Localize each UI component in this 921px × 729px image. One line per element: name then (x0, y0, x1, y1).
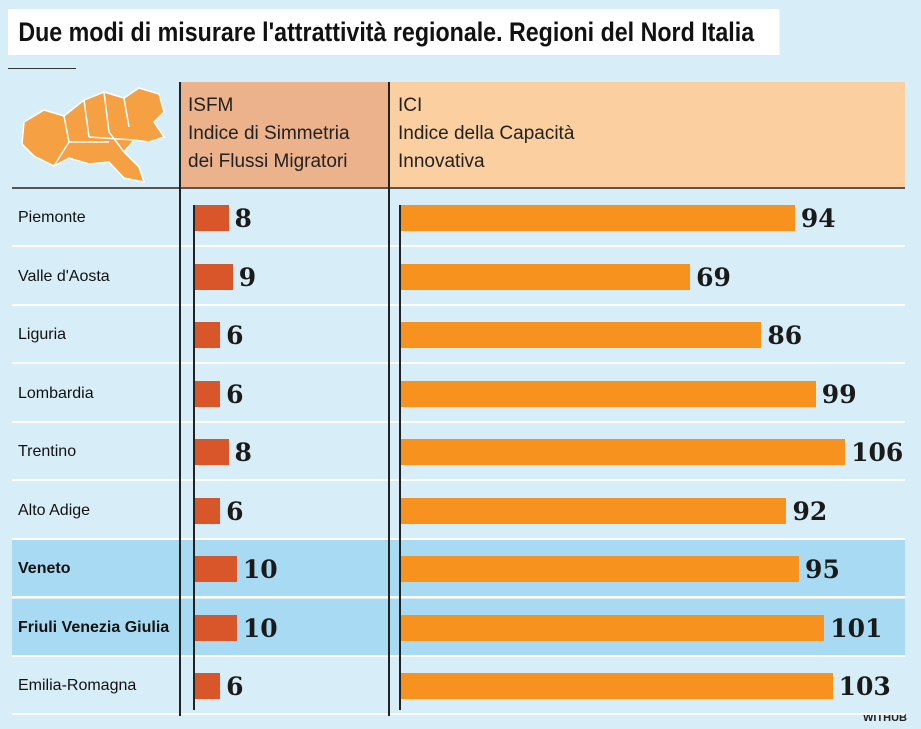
header-rule (12, 187, 905, 189)
ici-header: ICI Indice della Capacità Innovativa (390, 82, 905, 188)
bar (401, 322, 762, 348)
chart-title: Due modi di misurare l'attrattività regi… (8, 9, 780, 55)
bar (401, 380, 816, 407)
value-label: 8 (234, 438, 252, 467)
value-label: 10 (242, 555, 278, 584)
bar (401, 673, 833, 699)
rule (8, 68, 76, 69)
value-label: 6 (226, 496, 244, 526)
category-label: Emilia-Romagna (18, 677, 137, 694)
value-label: 6 (226, 379, 244, 409)
value-label: 106 (851, 438, 904, 467)
category-label: Veneto (18, 560, 71, 577)
column-divider (179, 82, 181, 716)
category-label: Lombardia (18, 384, 94, 402)
category-label: Liguria (18, 326, 67, 343)
bar (195, 614, 237, 641)
bar (195, 497, 221, 524)
bar (401, 263, 691, 290)
bar (195, 673, 221, 699)
bar (401, 497, 787, 524)
value-label: 99 (821, 379, 857, 409)
bar (195, 322, 221, 348)
category-label: Trentino (18, 443, 77, 460)
series-description: Indice di Simmetria dei Flussi Migratori (188, 123, 350, 172)
bar (195, 205, 229, 231)
map (21, 87, 166, 183)
value-label: 94 (800, 204, 836, 233)
value-label: 9 (238, 262, 257, 292)
bar (401, 439, 846, 465)
category-label: Piemonte (18, 209, 86, 226)
category-label: Alto Adige (18, 501, 91, 519)
row (12, 189, 905, 247)
bar (195, 439, 229, 465)
value-label: 92 (792, 496, 828, 526)
category-label: Valle d'Aosta (18, 267, 110, 285)
axis-line (193, 205, 195, 710)
row (12, 423, 905, 481)
column-divider (388, 82, 390, 716)
source: WITHUB (863, 712, 907, 724)
bar (195, 380, 221, 407)
value-label: 6 (226, 321, 244, 350)
bar (401, 614, 825, 641)
value-label: 103 (838, 672, 891, 701)
series-description: Indice della Capacità Innovativa (398, 123, 575, 172)
series-name: ISFM (188, 95, 234, 116)
row (12, 248, 905, 306)
row (12, 482, 905, 540)
value-label: 69 (696, 262, 731, 292)
bar (195, 556, 237, 582)
series-name: ICI (398, 95, 423, 116)
row (12, 306, 905, 364)
row (12, 365, 905, 423)
value-label: 8 (234, 204, 252, 233)
value-label: 10 (242, 613, 278, 643)
value-label: 6 (226, 672, 244, 701)
bar (401, 205, 795, 231)
isfm-header: ISFM Indice di Simmetria dei Flussi Migr… (180, 82, 388, 188)
row (12, 657, 905, 715)
bar (401, 556, 800, 582)
axis-line (399, 205, 401, 710)
value-label: 95 (805, 555, 840, 584)
bar (195, 263, 233, 290)
value-label: 86 (767, 321, 803, 350)
category-label: Friuli Venezia Giulia (18, 618, 170, 636)
value-label: 101 (830, 613, 883, 643)
